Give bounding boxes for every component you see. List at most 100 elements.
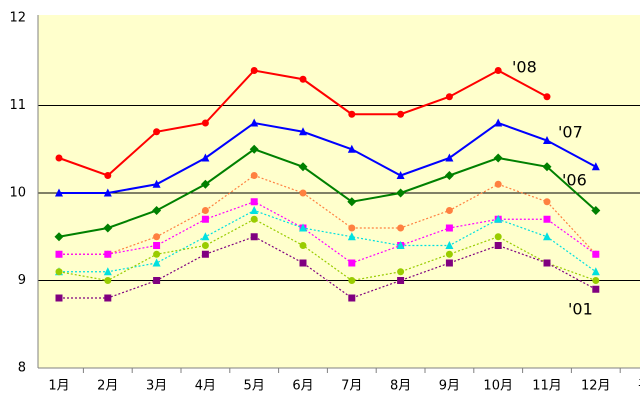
x-tick-label: 4月 <box>195 379 216 394</box>
marker <box>103 223 113 233</box>
marker <box>347 144 356 153</box>
series-line <box>59 236 597 299</box>
marker <box>543 259 551 267</box>
marker <box>396 171 405 179</box>
marker <box>494 67 502 74</box>
y-tick-label: 8 <box>18 361 26 376</box>
marker <box>299 242 307 249</box>
marker <box>249 144 259 154</box>
marker <box>543 215 551 223</box>
marker <box>543 232 551 241</box>
marker <box>591 206 601 215</box>
marker <box>592 250 600 258</box>
marker <box>347 197 357 207</box>
y-tick-label: 11 <box>9 98 26 113</box>
series-line <box>59 174 597 255</box>
marker <box>299 75 307 83</box>
x-tick-label: 11月 <box>532 379 562 394</box>
marker <box>104 172 112 179</box>
marker <box>494 118 503 127</box>
marker <box>396 241 405 249</box>
y-tick-label: 10 <box>9 186 26 201</box>
marker <box>348 277 356 284</box>
marker <box>348 294 356 302</box>
marker <box>152 258 161 267</box>
marker <box>494 180 502 188</box>
marker <box>55 268 63 276</box>
x-tick-label: 平 <box>638 379 640 394</box>
marker <box>201 153 210 162</box>
marker <box>445 250 453 258</box>
marker <box>348 110 356 118</box>
x-tick-label: 9月 <box>439 379 460 394</box>
marker <box>152 179 161 188</box>
marker <box>397 110 405 118</box>
marker <box>250 198 258 206</box>
x-tick-label: 1月 <box>48 379 69 394</box>
y-tick-label: 9 <box>18 273 26 288</box>
marker <box>153 250 161 258</box>
marker <box>55 188 63 197</box>
marker <box>444 171 454 180</box>
marker <box>250 67 258 74</box>
series-line <box>59 121 597 194</box>
marker <box>103 188 112 197</box>
marker <box>299 223 307 232</box>
marker <box>543 136 551 144</box>
marker <box>201 119 209 127</box>
marker <box>104 294 112 302</box>
marker <box>397 277 405 284</box>
marker <box>104 277 112 284</box>
marker <box>445 241 454 249</box>
marker <box>397 224 405 232</box>
marker <box>445 224 453 232</box>
marker <box>299 259 307 267</box>
marker <box>250 215 258 223</box>
marker <box>591 162 600 171</box>
marker <box>299 189 307 197</box>
marker <box>445 153 454 162</box>
marker <box>250 233 258 241</box>
series-line <box>58 148 597 238</box>
marker <box>201 250 209 258</box>
marker <box>298 162 308 172</box>
marker <box>55 154 63 162</box>
marker <box>201 232 210 241</box>
marker <box>250 206 259 214</box>
marker <box>494 242 502 249</box>
series-label: '08 <box>512 58 537 77</box>
y-tick-label: 12 <box>9 11 26 26</box>
marker <box>103 267 112 276</box>
marker <box>250 118 259 127</box>
marker <box>397 268 405 276</box>
marker <box>591 267 600 276</box>
series-label: '06 <box>562 171 587 190</box>
marker <box>592 277 600 284</box>
series-label: '01 <box>568 300 593 319</box>
marker <box>348 259 356 267</box>
marker <box>201 215 209 223</box>
marker <box>347 232 356 241</box>
series-label: '07 <box>558 123 583 142</box>
marker <box>543 93 551 101</box>
marker <box>493 153 503 163</box>
marker <box>543 198 551 206</box>
marker <box>153 233 161 241</box>
marker <box>348 224 356 232</box>
x-tick-label: 7月 <box>341 379 362 394</box>
marker <box>250 172 258 179</box>
x-tick-label: 12月 <box>581 379 611 394</box>
x-tick-label: 8月 <box>390 379 411 394</box>
marker <box>494 233 502 241</box>
marker <box>445 259 453 267</box>
marker <box>396 188 406 198</box>
marker <box>200 179 210 189</box>
marker <box>153 128 161 136</box>
marker <box>55 294 63 302</box>
series-line <box>59 209 597 273</box>
marker <box>55 250 63 258</box>
marker <box>445 207 453 214</box>
x-tick-label: 10月 <box>483 379 513 394</box>
marker <box>201 207 209 214</box>
